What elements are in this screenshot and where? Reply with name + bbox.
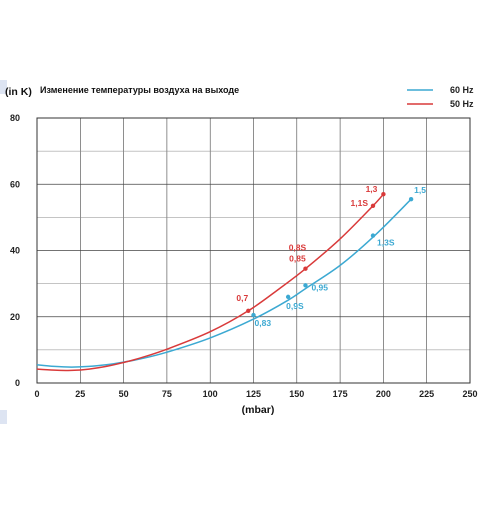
data-point-50hz [370,203,376,208]
x-tick-label: 125 [246,389,261,399]
data-point-60hz [370,233,376,238]
legend-label-50hz: 50 Hz [450,99,474,109]
series-line-50hz [36,193,384,372]
x-tick-label: 225 [419,389,434,399]
y-tick-label: 60 [10,179,20,189]
x-tick-label: 25 [75,389,85,399]
data-label-60hz: 0,9S [286,301,304,311]
data-point-60hz [251,312,256,318]
x-tick-label: 100 [203,389,218,399]
data-point-60hz [285,294,291,300]
x-tick-label: 200 [376,389,391,399]
x-tick-label: 150 [289,389,304,399]
data-point-50hz [303,266,308,271]
x-tick-label: 75 [162,389,172,399]
y-tick-label: 20 [10,312,20,322]
series-lines [36,193,412,372]
data-label-50hz: 0,8S [289,243,307,253]
data-label-60hz: 1,3S [377,238,395,248]
left-edge-marker [0,80,7,94]
y-tick-label: 40 [10,246,20,256]
data-point-50hz [246,308,251,313]
data-label-50hz: 1,3 [366,184,378,194]
data-point-60hz [303,283,308,288]
y-axis-label: (in K) [5,86,32,98]
x-tick-label: 175 [333,389,348,399]
legend-label-60hz: 60 Hz [450,85,474,95]
data-label-60hz: 1,5 [414,185,426,195]
x-tick-label: 50 [119,389,129,399]
legend: 60 Hz 50 Hz [407,85,474,109]
plot-frame [36,117,471,384]
grid [36,117,471,384]
x-axis-label: (mbar) [242,404,275,416]
data-label-50hz: 1,1S [351,198,369,208]
series-points: 0,83 0,9S 0,95 1,3S 1,5 0,7 0,850,8S 1,1S 1,3 [236,184,426,328]
data-label-50hz: 0,85 [289,254,306,264]
chart-title: Изменение температуры воздуха на выходе [40,85,239,95]
y-tick-label: 0 [15,378,20,388]
data-label-60hz: 0,95 [311,282,328,292]
left-edge-marker [0,410,7,424]
data-point-60hz [408,196,414,202]
tick-labels: 0 25 50 75 100 125 150 175 200 225 250 0 20 40 60 80 [10,113,478,399]
series-line-60hz [36,198,412,368]
data-label-50hz: 0,7 [236,293,248,303]
x-tick-label: 250 [462,389,477,399]
data-label-60hz: 0,83 [255,318,272,328]
x-tick-label: 0 [34,389,39,399]
data-point-50hz [381,191,386,197]
y-tick-label: 80 [10,113,20,123]
